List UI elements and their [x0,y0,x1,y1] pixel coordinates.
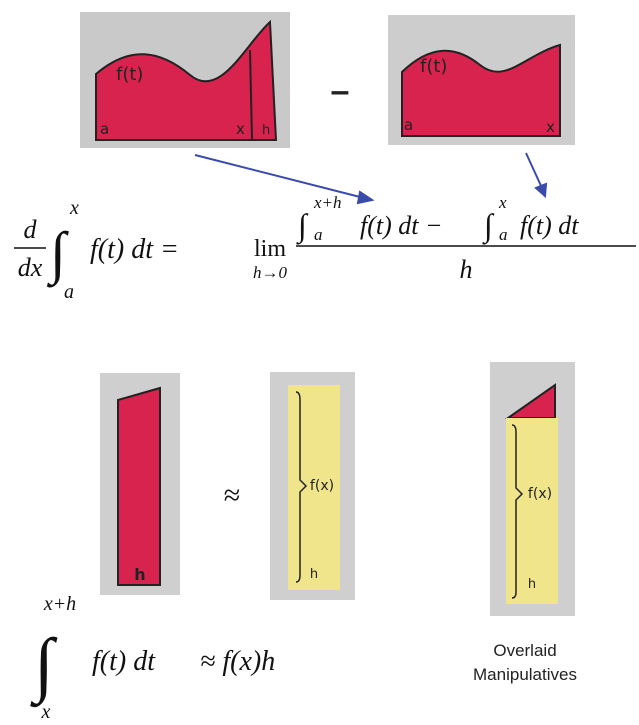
strip-shape [117,386,161,586]
arrow [194,154,365,199]
height-label: f(x) [310,478,334,494]
caption: Overlaid [493,641,556,660]
h-label: h [134,565,145,584]
integral-upper: x [69,197,79,219]
limit-sub: h→0 [253,263,288,282]
integrand: f(t) dt [92,646,156,677]
result: ≈ f(x)h [200,646,275,677]
arrow-head [534,182,548,199]
a-label: a [404,116,413,134]
minus-operator: – [331,72,350,110]
num-upper: x [498,193,507,212]
integral-lower: x [41,701,51,723]
brace [511,424,524,599]
num-upper: x+h [313,193,342,212]
width-label: h [528,577,536,592]
curve-label: f(t) [116,64,143,85]
caption: Manipulatives [473,665,577,684]
height-label: f(x) [528,486,552,502]
integral-sign: ∫ [30,624,58,708]
area-shape [95,19,278,141]
x-label: x [236,120,245,138]
arrow-head [356,190,375,205]
main-equation: d dx ∫ x a f(t) dt = lim h→0 ∫ x+h a f(t… [14,193,636,303]
overlay-card: f(x) h Overlaid Manipulatives [473,362,577,684]
arrow [525,152,543,189]
h-label: h [262,123,270,138]
arrows [194,152,548,205]
num-lower: a [499,225,508,244]
deriv-num: d [24,215,38,244]
yellow-rect [288,385,340,590]
area-shape [401,43,561,137]
strip-edge [249,49,253,141]
denominator: h [460,255,473,284]
top-left-card: f(t) a x h [80,12,290,148]
num-text: f(t) dt − [360,211,443,240]
integral-upper: x+h [43,593,76,615]
integral-sign: ∫ [296,207,309,245]
deriv-den: dx [18,253,43,282]
curve-label: f(t) [420,56,447,77]
a-label: a [100,120,109,138]
integrand: f(t) dt = [90,234,179,265]
top-right-card: f(t) a x [388,15,575,145]
brace [295,391,308,583]
integral-sign: ∫ [46,220,69,288]
integral-sign: ∫ [482,207,495,245]
num-lower: a [314,225,323,244]
num-text: f(t) dt [520,211,579,240]
approx-sign: ≈ [224,479,240,512]
bottom-equation: ∫ x+h x f(t) dt ≈ f(x)h [30,593,275,723]
width-label: h [310,567,318,582]
limit: lim [254,236,286,262]
x-label: x [546,118,555,136]
rect-card: f(x) h [270,372,355,600]
integral-lower: a [64,281,74,303]
yellow-rect [506,418,558,604]
strip-card: h [100,373,180,595]
